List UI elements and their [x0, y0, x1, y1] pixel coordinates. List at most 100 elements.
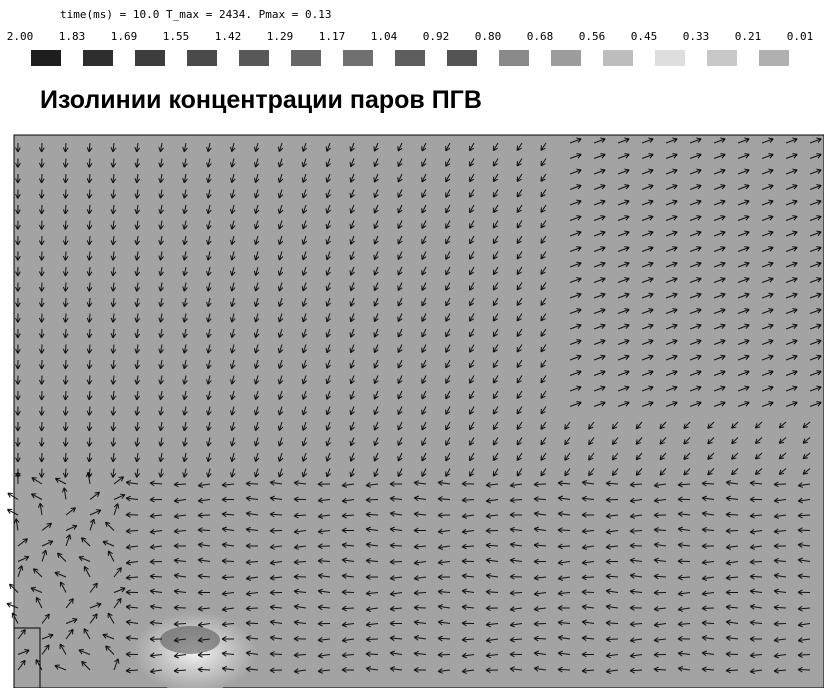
vector-arrow [301, 468, 308, 478]
vector-arrow [253, 406, 260, 416]
vector-arrow [230, 406, 236, 416]
vector-arrow [665, 168, 678, 175]
vector-arrow [206, 204, 212, 215]
vector-arrow [125, 589, 139, 596]
vector-arrow [437, 604, 451, 610]
vector-arrow [653, 637, 667, 643]
vector-arrow [713, 246, 726, 252]
vector-arrow [293, 480, 307, 486]
vector-arrow [325, 452, 331, 462]
vector-arrow [731, 468, 739, 476]
vector-arrow [197, 557, 211, 564]
vector-arrow [469, 328, 475, 338]
vector-arrow [785, 401, 798, 407]
vector-arrow [65, 628, 74, 640]
vector-arrow [557, 666, 571, 673]
vector-arrow [593, 137, 606, 144]
vector-arrow [593, 215, 606, 221]
vector-arrow [413, 575, 427, 581]
vector-arrow [245, 575, 259, 581]
vector-arrow [35, 659, 43, 671]
vector-arrow [110, 375, 117, 385]
vector-arrow [540, 421, 547, 430]
vector-arrow [629, 621, 643, 627]
vector-arrow [785, 137, 798, 144]
vector-arrow [173, 667, 187, 674]
vector-arrow [15, 471, 21, 485]
vector-arrow [492, 158, 499, 167]
vector-arrow [30, 493, 43, 500]
vector-arrow [206, 421, 212, 432]
vector-arrow [445, 468, 451, 477]
vector-arrow [773, 621, 787, 627]
vector-arrow [149, 496, 163, 503]
vector-arrow [421, 390, 427, 400]
vector-arrow [683, 468, 691, 476]
vector-arrow [569, 308, 582, 314]
vector-arrow [149, 528, 163, 535]
vector-arrow [749, 619, 763, 626]
vector-arrow [593, 261, 606, 268]
vector-arrow [540, 406, 547, 415]
vector-arrow [15, 328, 21, 339]
vector-arrow [89, 518, 96, 531]
vector-arrow [197, 666, 211, 673]
vector-arrow [206, 158, 212, 168]
vector-arrow [38, 142, 45, 153]
vector-arrow [277, 266, 284, 276]
vector-arrow [492, 220, 499, 229]
vector-arrow [301, 437, 308, 447]
vector-arrow [221, 526, 235, 533]
vector-arrow [581, 589, 595, 595]
vector-arrow [277, 158, 284, 168]
vector-arrow [593, 370, 606, 376]
vector-arrow [761, 385, 774, 392]
vector-arrow [182, 390, 188, 401]
vector-arrow [89, 509, 102, 516]
vector-arrow [413, 635, 427, 641]
vector-arrow [713, 215, 726, 221]
vector-arrow [38, 266, 45, 277]
vector-arrow [629, 667, 643, 674]
vector-arrow [293, 588, 307, 595]
vector-arrow [349, 421, 355, 431]
vector-arrow [110, 235, 117, 246]
vector-arrow [89, 491, 100, 500]
vector-arrow [13, 518, 20, 531]
vector-arrow [62, 344, 69, 354]
vector-arrow [230, 204, 236, 215]
vector-arrow [341, 573, 355, 579]
vector-arrow [516, 204, 523, 214]
vector-arrow [533, 606, 547, 612]
vector-arrow [389, 495, 403, 502]
vector-arrow [557, 650, 571, 657]
vector-arrow [516, 328, 523, 338]
vector-arrow [389, 620, 403, 627]
vector-arrow [158, 421, 164, 432]
vector-arrow [253, 297, 260, 307]
vector-arrow [134, 204, 141, 215]
vector-arrow [349, 173, 355, 183]
vector-arrow [277, 468, 284, 478]
vector-arrow [158, 142, 164, 153]
vector-arrow [397, 220, 403, 230]
vector-arrow [701, 480, 715, 487]
vector-arrow [317, 481, 331, 487]
vector-arrow [149, 480, 163, 487]
vector-arrow [659, 421, 667, 430]
vector-arrow [707, 452, 715, 460]
vector-arrow [785, 277, 798, 283]
vector-arrow [277, 282, 284, 292]
vector-arrow [665, 354, 678, 361]
vector-arrow [62, 328, 69, 339]
vector-arrow [701, 650, 715, 657]
vector-arrow [110, 266, 117, 277]
vector-arrow [7, 492, 19, 500]
vector-arrow [110, 359, 117, 370]
vector-arrow [641, 153, 654, 159]
vector-arrow [37, 502, 44, 516]
vector-arrow [269, 527, 283, 534]
vector-arrow [397, 421, 403, 431]
vector-arrow [569, 339, 582, 345]
